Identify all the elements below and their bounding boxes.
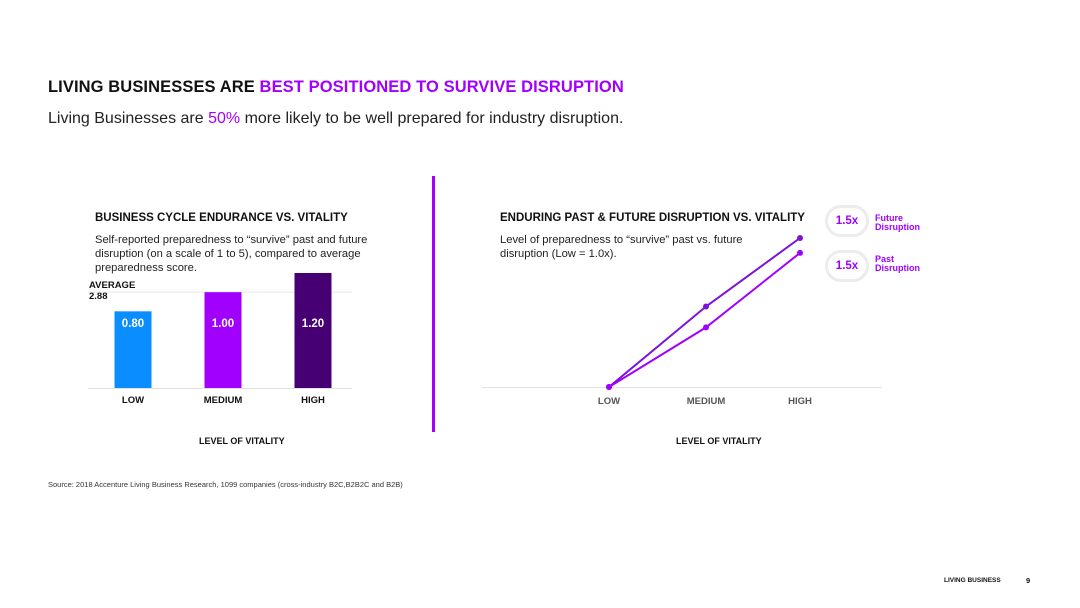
subtitle-part2: more likely to be well prepared for indu… bbox=[240, 110, 624, 127]
bar-high bbox=[294, 273, 332, 388]
series-point bbox=[797, 235, 803, 241]
page-number: 9 bbox=[1026, 576, 1031, 585]
legend-future-line1: Future bbox=[875, 213, 903, 223]
series-line-past bbox=[608, 252, 801, 388]
line-chart-title: ENDURING PAST & FUTURE DISRUPTION VS. VI… bbox=[500, 212, 805, 224]
source-note: Source: 2018 Accenture Living Business R… bbox=[48, 480, 403, 489]
line-chart-xlabel: LEVEL OF VITALITY bbox=[676, 436, 762, 446]
series-line-future bbox=[608, 237, 801, 388]
series-point bbox=[606, 384, 612, 390]
bar-value-label: 1.20 bbox=[302, 318, 324, 330]
bar-chart-description: Self-reported preparedness to “survive” … bbox=[95, 234, 368, 274]
slide-headline: LIVING BUSINESSES ARE BEST POSITIONED TO… bbox=[48, 78, 624, 97]
series-point bbox=[703, 303, 709, 310]
series-point bbox=[797, 249, 803, 256]
bar-chart-title: BUSINESS CYCLE ENDURANCE VS. VITALITY bbox=[95, 212, 348, 224]
headline-accent: BEST POSITIONED TO SURVIVE DISRUPTION bbox=[259, 78, 624, 96]
average-label-value: 2.88 bbox=[89, 291, 108, 302]
line-chart: LOW MEDIUM HIGH bbox=[482, 235, 882, 407]
line-x-tick: LOW bbox=[598, 396, 620, 407]
legend-past-line1: Past bbox=[875, 254, 895, 264]
bar-medium bbox=[204, 292, 242, 388]
slide-subtitle: Living Businesses are 50% more likely to… bbox=[48, 110, 623, 128]
bar-value-label: 0.80 bbox=[122, 318, 144, 330]
line-x-tick: MEDIUM bbox=[687, 396, 726, 407]
bar-low bbox=[114, 311, 152, 388]
bar-chart-xlabel: LEVEL OF VITALITY bbox=[199, 436, 285, 446]
footer-label: LIVING BUSINESS bbox=[944, 577, 1001, 584]
line-chart-description: Level of preparedness to “survive” past … bbox=[500, 234, 743, 260]
past-growth-badge: 1.5x bbox=[825, 250, 869, 282]
headline-part1: LIVING BUSINESSES ARE bbox=[48, 78, 260, 96]
bar-x-tick: LOW bbox=[122, 395, 144, 406]
legend-future-line2: Disruption bbox=[875, 222, 920, 232]
future-growth-badge: 1.5x bbox=[825, 205, 869, 237]
bar-value-label: 1.00 bbox=[212, 318, 234, 330]
legend-future: Future Disruption bbox=[875, 214, 920, 232]
bar-x-tick: MEDIUM bbox=[204, 395, 243, 406]
average-label: AVERAGE 2.88 bbox=[89, 280, 135, 302]
subtitle-accent: 50% bbox=[208, 110, 241, 127]
vertical-divider bbox=[432, 176, 435, 432]
average-label-text: AVERAGE bbox=[89, 280, 136, 291]
bar-x-tick: HIGH bbox=[301, 395, 325, 406]
series-point bbox=[703, 324, 709, 331]
bar-chart: 0.80 LOW 1.00 MEDIUM 1.20 HIGH bbox=[88, 273, 352, 406]
legend-past: Past Disruption bbox=[875, 255, 920, 273]
line-x-tick: HIGH bbox=[788, 396, 812, 407]
legend-past-line2: Disruption bbox=[875, 263, 920, 273]
subtitle-part1: Living Businesses are bbox=[48, 110, 209, 127]
